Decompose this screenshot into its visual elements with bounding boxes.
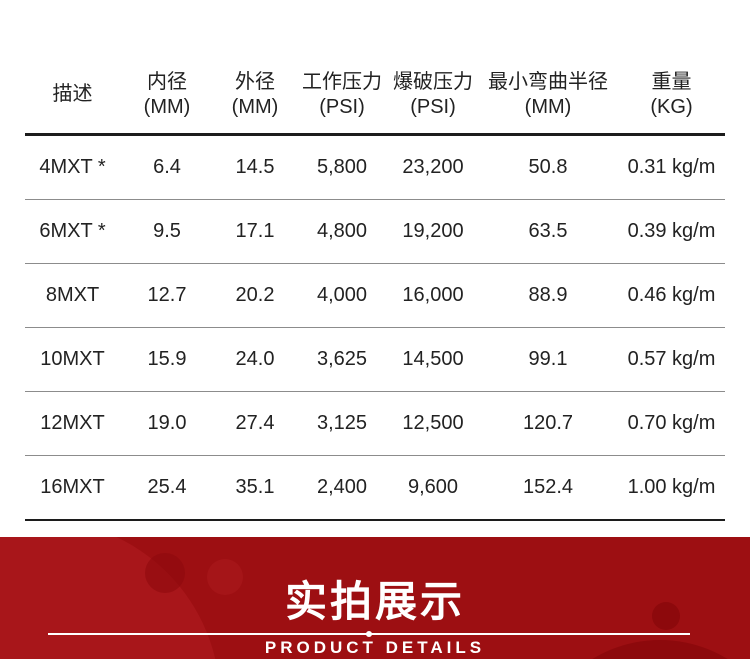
divider-line (48, 631, 690, 637)
cell-min-bend-radius: 152.4 (478, 455, 618, 521)
cell-outer-diameter: 35.1 (214, 455, 296, 521)
cell-min-bend-radius: 50.8 (478, 134, 618, 200)
cell-burst-pressure: 23,200 (388, 134, 478, 200)
column-label: 工作压力 (302, 71, 382, 93)
cell-inner-diameter: 19.0 (120, 391, 214, 456)
column-label: 内径 (147, 71, 187, 93)
cell-min-bend-radius: 99.1 (478, 327, 618, 392)
cell-inner-diameter: 12.7 (120, 263, 214, 328)
cell-outer-diameter: 24.0 (214, 327, 296, 392)
column-header-burst-pressure: 爆破压力 (PSI) (388, 0, 478, 136)
cell-inner-diameter: 9.5 (120, 199, 214, 264)
column-unit: (MM) (231, 96, 279, 118)
product-details-banner: 实拍展示 PRODUCT DETAILS (0, 537, 750, 659)
table-row: 6MXT * 9.5 17.1 4,800 19,200 63.5 0.39 k… (25, 199, 725, 264)
header-row: 描述 内径 (MM) 外径 (MM) 工作压力 (PSI) 爆破压力 (PSI) (25, 0, 725, 136)
cell-min-bend-radius: 120.7 (478, 391, 618, 456)
column-header-description: 描述 (25, 0, 120, 136)
cell-inner-diameter: 6.4 (120, 134, 214, 200)
cell-outer-diameter: 20.2 (214, 263, 296, 328)
spec-table-section: 描述 内径 (MM) 外径 (MM) 工作压力 (PSI) 爆破压力 (PSI) (25, 0, 725, 521)
decorative-circle (145, 553, 185, 593)
cell-weight: 0.70 kg/m (618, 391, 725, 456)
cell-model: 12MXT (25, 391, 120, 456)
cell-burst-pressure: 14,500 (388, 327, 478, 392)
banner-title: 实拍展示 (284, 578, 465, 625)
cell-model: 10MXT (25, 327, 120, 392)
table-row: 12MXT 19.0 27.4 3,125 12,500 120.7 0.70 … (25, 391, 725, 456)
cell-burst-pressure: 9,600 (388, 455, 478, 521)
cell-inner-diameter: 25.4 (120, 455, 214, 521)
column-header-weight: 重量 (KG) (618, 0, 725, 136)
cell-inner-diameter: 15.9 (120, 327, 214, 392)
cell-working-pressure: 2,400 (296, 455, 388, 521)
column-label: 重量 (651, 71, 692, 93)
cell-working-pressure: 3,125 (296, 391, 388, 456)
cell-model: 8MXT (25, 263, 120, 328)
decorative-circle (207, 559, 243, 595)
cell-working-pressure: 3,625 (296, 327, 388, 392)
column-unit: (MM) (143, 96, 191, 118)
column-header-min-bend-radius: 最小弯曲半径 (MM) (478, 0, 618, 136)
banner-subtitle: PRODUCT DETAILS (264, 638, 486, 657)
table-row: 10MXT 15.9 24.0 3,625 14,500 99.1 0.57 k… (25, 327, 725, 392)
column-label: 描述 (52, 83, 93, 105)
cell-weight: 0.46 kg/m (618, 263, 725, 328)
cell-weight: 0.57 kg/m (618, 327, 725, 392)
cell-model: 4MXT * (25, 134, 120, 200)
column-unit: (PSI) (319, 96, 365, 118)
column-unit: (MM) (524, 96, 572, 118)
column-label: 爆破压力 (393, 71, 473, 93)
cell-working-pressure: 4,800 (296, 199, 388, 264)
cell-min-bend-radius: 88.9 (478, 263, 618, 328)
column-unit: (PSI) (410, 96, 456, 118)
column-unit: (KG) (650, 96, 693, 118)
cell-outer-diameter: 27.4 (214, 391, 296, 456)
cell-weight: 0.31 kg/m (618, 134, 725, 200)
column-label: 最小弯曲半径 (488, 71, 608, 93)
cell-working-pressure: 5,800 (296, 134, 388, 200)
column-label: 外径 (235, 71, 275, 93)
cell-working-pressure: 4,000 (296, 263, 388, 328)
cell-burst-pressure: 16,000 (388, 263, 478, 328)
column-header-outer-diameter: 外径 (MM) (214, 0, 296, 136)
spec-table: 描述 内径 (MM) 外径 (MM) 工作压力 (PSI) 爆破压力 (PSI) (25, 0, 725, 521)
cell-min-bend-radius: 63.5 (478, 199, 618, 264)
cell-burst-pressure: 19,200 (388, 199, 478, 264)
column-header-working-pressure: 工作压力 (PSI) (296, 0, 388, 136)
cell-weight: 0.39 kg/m (618, 199, 725, 264)
cell-burst-pressure: 12,500 (388, 391, 478, 456)
cell-outer-diameter: 14.5 (214, 134, 296, 200)
table-row: 4MXT * 6.4 14.5 5,800 23,200 50.8 0.31 k… (25, 134, 725, 200)
column-header-inner-diameter: 内径 (MM) (120, 0, 214, 136)
table-row: 16MXT 25.4 35.1 2,400 9,600 152.4 1.00 k… (25, 455, 725, 521)
cell-model: 16MXT (25, 455, 120, 521)
divider-dot-icon (366, 631, 372, 637)
decorative-circle (652, 602, 680, 630)
cell-weight: 1.00 kg/m (618, 455, 725, 521)
cell-model: 6MXT * (25, 199, 120, 264)
cell-outer-diameter: 17.1 (214, 199, 296, 264)
table-row: 8MXT 12.7 20.2 4,000 16,000 88.9 0.46 kg… (25, 263, 725, 328)
